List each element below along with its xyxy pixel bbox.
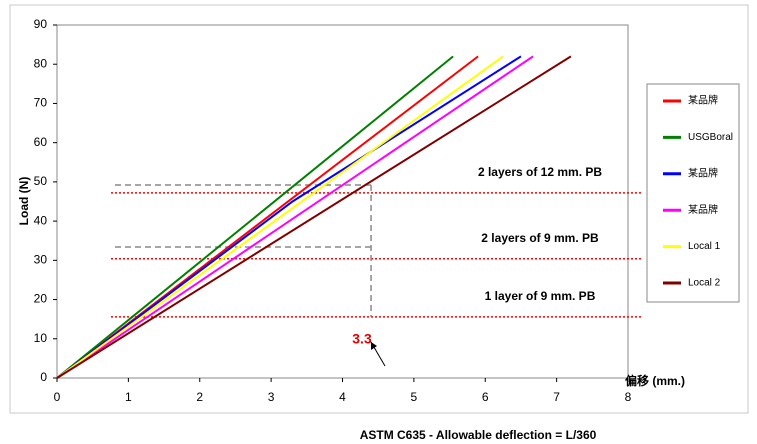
x-tick-label: 1 [125, 390, 132, 404]
series-line [56, 55, 522, 379]
y-tick-label: 60 [34, 135, 48, 149]
x-tick-label: 7 [553, 390, 560, 404]
x-tick-label: 0 [54, 390, 61, 404]
x-tick-label: 3 [268, 390, 275, 404]
deflection-label: 3.3 [352, 331, 372, 347]
y-tick-label: 50 [34, 174, 48, 188]
x-tick-label: 5 [411, 390, 418, 404]
x-tick-label: 4 [339, 390, 346, 404]
caption: ASTM C635 - Allowable deflection = L/360 [360, 428, 597, 442]
y-tick-label: 0 [40, 370, 47, 384]
y-tick-label: 30 [34, 253, 48, 267]
legend-label: 某品牌 [688, 94, 718, 107]
y-tick-label: 80 [34, 56, 48, 70]
y-axis-label: Load (N) [17, 177, 31, 226]
series-line [56, 55, 504, 379]
reference-label: 1 layer of 9 mm. PB [485, 289, 596, 303]
y-tick-label: 90 [34, 17, 48, 31]
x-tick-label: 2 [196, 390, 203, 404]
y-tick-label: 40 [34, 213, 48, 227]
x-tick-label: 6 [482, 390, 489, 404]
x-axis-label: 偏移 (mm.) [625, 373, 685, 388]
legend-label: USGBoral [688, 132, 733, 143]
y-tick-label: 70 [34, 96, 48, 110]
legend-label: Local 2 [688, 278, 721, 289]
series-line [56, 55, 534, 379]
series-line [56, 55, 454, 379]
reference-label: 2 layers of 9 mm. PB [481, 231, 599, 245]
arrow-head [371, 342, 377, 350]
y-tick-label: 10 [34, 331, 48, 345]
legend [646, 83, 740, 303]
reference-label: 2 layers of 12 mm. PB [478, 165, 602, 179]
legend-label: Local 1 [688, 241, 721, 252]
legend-label: 某品牌 [688, 203, 718, 216]
x-tick-label: 8 [625, 390, 632, 404]
series-line [56, 55, 572, 379]
legend-label: 某品牌 [688, 166, 718, 179]
y-tick-label: 20 [34, 292, 48, 306]
